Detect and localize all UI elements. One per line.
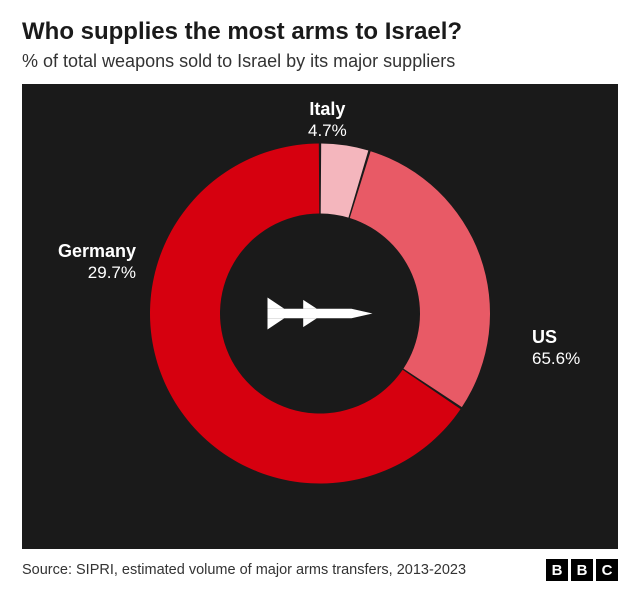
slice-label-germany: Germany29.7%	[26, 240, 136, 284]
donut-svg	[150, 144, 490, 484]
slice-label-us: US65.6%	[532, 326, 580, 370]
chart-subtitle: % of total weapons sold to Israel by its…	[22, 51, 618, 72]
bbc-logo-letter: C	[596, 559, 618, 581]
missile-icon	[268, 298, 373, 330]
bbc-logo-letter: B	[571, 559, 593, 581]
donut-slice-germany	[350, 152, 490, 408]
slice-label-italy: Italy4.7%	[308, 98, 347, 142]
bbc-logo-letter: B	[546, 559, 568, 581]
chart-title: Who supplies the most arms to Israel?	[22, 18, 618, 47]
footer: Source: SIPRI, estimated volume of major…	[22, 549, 618, 581]
source-line: Source: SIPRI, estimated volume of major…	[22, 562, 466, 578]
bbc-logo: B B C	[546, 559, 618, 581]
chart-panel: Italy4.7% Germany29.7% US65.6%	[22, 84, 618, 549]
infographic-container: Who supplies the most arms to Israel? % …	[0, 0, 640, 595]
donut-chart	[150, 144, 490, 489]
